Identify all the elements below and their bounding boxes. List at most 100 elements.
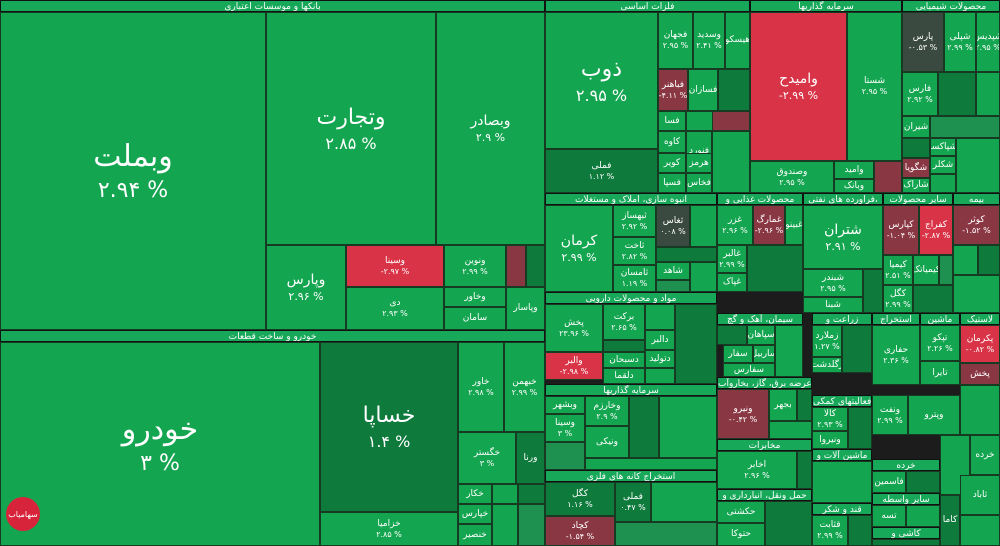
ticker-tile[interactable]: وسینا -۲.۹۷ % (346, 245, 444, 287)
ticker-tile[interactable]: کگل ۱.۱۶ % (545, 482, 615, 516)
ticker-tile[interactable]: فارس ۲.۹۲ % (902, 72, 938, 116)
ticker-tile[interactable]: سپاهان (747, 325, 775, 345)
ticker-tile[interactable]: کوثر -۱.۵۲ % (953, 205, 1000, 245)
ticker-tile[interactable]: وبملت ۲.۹۴ % (0, 12, 266, 330)
ticker-tile[interactable]: خاور ۲.۹۸ % (458, 342, 504, 432)
ticker-tile[interactable]: فاسمین (872, 471, 906, 493)
ticker-tile[interactable]: اخابر ۲.۹۶ % (717, 451, 797, 489)
ticker-tile[interactable]: ونیروا (812, 431, 848, 449)
ticker-tile[interactable]: پکرمان -۰.۸۲ % (960, 325, 1000, 363)
ticker-tile[interactable]: خساپا ۱.۴ % (320, 342, 458, 512)
ticker-tile[interactable]: ونوین ۲.۹۹ % (444, 245, 506, 287)
ticker-tile[interactable]: زملارد ۱.۲۷ % (812, 325, 842, 357)
ticker-tile[interactable]: شپاکسا (930, 138, 956, 156)
ticker-tile[interactable]: ثاباد (960, 475, 1000, 515)
ticker-tile[interactable]: وسدید ۲.۴۱ % (693, 12, 725, 69)
ticker-tile[interactable]: کیمیا ۲.۵۱ % (883, 255, 913, 285)
ticker-tile[interactable]: شگویا (902, 158, 930, 178)
ticker-tile[interactable]: غالبر ۲.۹۹ % (717, 245, 747, 273)
ticker-tile[interactable]: فملی ۱.۱۲ % (545, 149, 658, 193)
ticker-tile[interactable]: وپارس ۲.۹۶ % (266, 245, 346, 330)
ticker-tile[interactable]: کیمیاتک (913, 255, 939, 285)
ticker-tile[interactable]: دالبر (645, 330, 675, 350)
ticker-tile[interactable]: دلقما (603, 368, 645, 384)
ticker-tile[interactable]: کرمان ۲.۹۹ % (545, 205, 613, 292)
ticker-tile[interactable]: والبر -۲.۹۸ % (545, 352, 603, 380)
ticker-tile[interactable]: حکشتی (717, 501, 765, 523)
ticker-tile[interactable]: پخش ۲۳.۹۶ % (545, 304, 603, 352)
ticker-tile[interactable]: تسه (872, 505, 906, 527)
ticker-tile[interactable]: شاهد (656, 262, 690, 280)
ticker-tile[interactable]: ذوب ۲.۹۵ % (545, 12, 658, 149)
ticker-tile[interactable]: کاوه (658, 131, 686, 153)
ticker-tile[interactable]: کویر (658, 153, 686, 173)
ticker-tile[interactable]: کالا ۲.۹۳ % (812, 407, 848, 431)
ticker-tile[interactable]: فخاس (686, 173, 712, 193)
ticker-tile[interactable]: برکت ۲.۶۵ % (603, 304, 645, 340)
ticker-tile[interactable]: سامان (444, 307, 506, 330)
ticker-tile[interactable]: ثبهساز ۲.۹۲ % (613, 205, 656, 237)
ticker-tile[interactable]: حفاری ۲.۳۶ % (872, 325, 920, 385)
ticker-tile[interactable]: کگل ۲.۹۹ % (883, 285, 913, 313)
ticker-tile[interactable] (506, 245, 526, 287)
ticker-tile[interactable]: خزامیا ۲.۸۵ % (320, 512, 458, 546)
ticker-tile[interactable]: ونفت ۲.۹۹ % (872, 395, 908, 435)
ticker-tile[interactable]: فسازان (688, 69, 718, 111)
ticker-tile[interactable]: شبنا (803, 297, 863, 313)
ticker-tile[interactable]: غزر ۲.۹۶ % (717, 205, 753, 245)
ticker-tile[interactable]: وپترو (908, 395, 960, 435)
ticker-tile[interactable]: غبینو (785, 205, 803, 245)
ticker-tile[interactable]: شکلر (930, 156, 956, 174)
ticker-tile[interactable]: سفارس (723, 363, 775, 377)
ticker-tile[interactable]: ثاخت ۲.۸۲ % (613, 237, 656, 265)
ticker-tile[interactable]: شبندر ۲.۹۵ % (803, 269, 863, 297)
ticker-tile[interactable]: وامیدح -۲.۹۹ % (750, 12, 847, 161)
ticker-tile[interactable]: ونیرو -۰.۴۲ % (717, 389, 769, 439)
ticker-tile[interactable]: دی ۲.۹۳ % (346, 287, 444, 330)
ticker-tile[interactable]: دتولید (645, 350, 675, 368)
ticker-tile[interactable]: خرده (970, 435, 1000, 475)
ticker-tile[interactable]: زگلدشت (812, 357, 842, 373)
ticker-tile[interactable]: پخش (960, 363, 1000, 385)
ticker-tile[interactable]: فسپا (658, 173, 686, 193)
ticker-tile[interactable]: وپاسار (506, 287, 545, 330)
ticker-tile[interactable]: کچاد -۱.۵۴ % (545, 516, 615, 546)
ticker-tile[interactable]: شپلی ۲.۹۹ % (944, 12, 976, 72)
ticker-tile[interactable]: خگستر ۳ % (458, 432, 516, 484)
ticker-tile[interactable]: شیران (902, 116, 930, 138)
ticker-tile[interactable]: خپارس (458, 504, 492, 524)
ticker-tile[interactable]: قثابت ۲.۹۹ % (812, 515, 848, 546)
ticker-tile[interactable]: شستا ۲.۹۵ % (847, 12, 902, 161)
ticker-tile[interactable]: غپاک (717, 273, 747, 292)
ticker-tile[interactable]: وسینا ۳ % (545, 414, 585, 442)
ticker-tile[interactable]: وبانک (834, 179, 874, 193)
ticker-tile[interactable]: کفراج -۲.۸۷ % (919, 205, 953, 255)
ticker-tile[interactable]: خودرو ۳ % (0, 342, 320, 546)
ticker-tile[interactable]: هرمز (686, 153, 712, 173)
ticker-tile[interactable]: وخاور (444, 287, 506, 307)
ticker-tile[interactable]: ثغاس ۰.۰۸ % (656, 205, 690, 247)
ticker-tile[interactable]: حتوکا (717, 523, 765, 546)
ticker-tile[interactable]: ونیکی (585, 426, 629, 458)
ticker-tile[interactable]: فسا (658, 111, 686, 131)
ticker-tile[interactable]: خبهمن ۲.۹۹ % (504, 342, 545, 432)
ticker-tile[interactable]: فباهنر -۴.۱۱ % (658, 69, 688, 111)
ticker-tile[interactable]: تپکو ۲.۲۶ % (920, 325, 960, 361)
ticker-tile[interactable]: وامید (834, 161, 874, 179)
ticker-tile[interactable]: بجهر (769, 389, 797, 421)
ticker-tile[interactable]: وبشهر (545, 396, 585, 414)
ticker-tile[interactable]: وبصادر ۲.۹ % (436, 12, 545, 245)
ticker-tile[interactable]: کاما (940, 495, 960, 546)
ticker-tile[interactable]: وخارزم ۲.۹ % (585, 396, 629, 426)
ticker-tile[interactable]: ورنا (516, 432, 545, 484)
ticker-tile[interactable]: دسبحان (603, 352, 645, 368)
ticker-tile[interactable]: شپدیس ۲.۹۵ % (976, 12, 1000, 72)
ticker-tile[interactable]: خکار (458, 484, 492, 504)
ticker-tile[interactable]: هیسکو (725, 12, 750, 69)
ticker-tile[interactable]: فملی ۰.۴۷ % (615, 482, 651, 522)
ticker-tile[interactable]: شاراک (902, 178, 930, 193)
ticker-tile[interactable]: فجهان ۲.۹۵ % (658, 12, 693, 69)
ticker-tile[interactable]: کپارس -۱.۰۴ % (883, 205, 919, 255)
ticker-tile[interactable]: ساربیل (753, 345, 775, 363)
ticker-tile[interactable]: ثامسان ۱.۱۹ % (613, 265, 656, 292)
